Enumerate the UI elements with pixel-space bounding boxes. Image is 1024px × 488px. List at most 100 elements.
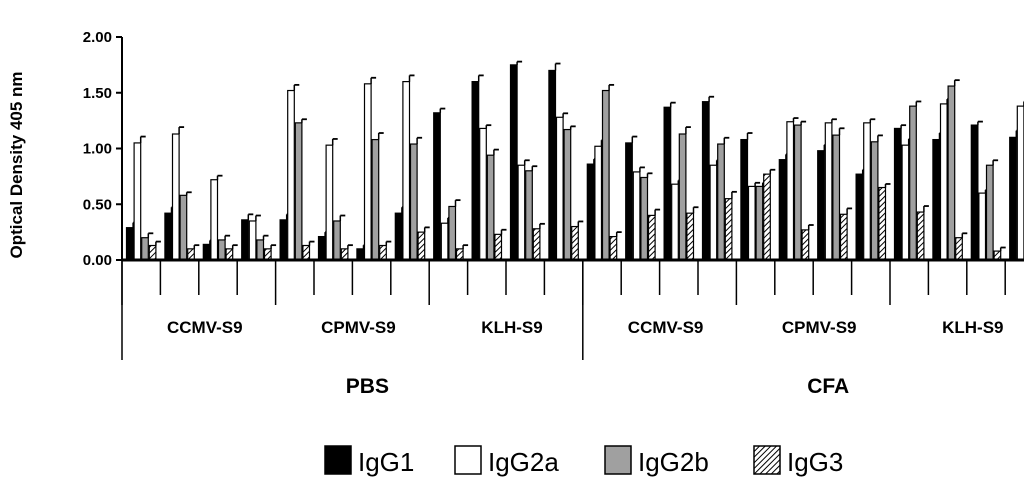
y-tick-label: 1.50 bbox=[83, 85, 112, 102]
bar-igg1 bbox=[970, 124, 979, 261]
bar-igg3 bbox=[955, 237, 963, 261]
legend-swatch-igg2b bbox=[604, 445, 632, 475]
y-tick-label: 1.00 bbox=[83, 141, 112, 158]
bar-igg1 bbox=[279, 219, 288, 261]
bar-igg3 bbox=[417, 231, 426, 261]
bar-igg3 bbox=[187, 248, 195, 261]
bar-igg2a bbox=[440, 222, 449, 261]
bar-igg1 bbox=[164, 212, 173, 261]
bar-igg2b bbox=[832, 134, 841, 261]
group-label: CPMV-S9 bbox=[321, 318, 396, 337]
bar-igg3 bbox=[801, 229, 810, 261]
bar-igg2a bbox=[171, 133, 180, 261]
bar-igg2b bbox=[333, 220, 341, 261]
bar-igg2b bbox=[755, 185, 764, 261]
y-axis: 0.00 0.50 1.00 1.50 2.00 bbox=[83, 29, 123, 269]
bar-igg3 bbox=[379, 244, 387, 261]
bar-igg1 bbox=[663, 106, 672, 261]
bar-igg2b bbox=[179, 194, 188, 261]
bar-igg2a bbox=[863, 122, 871, 261]
bar-igg2b bbox=[793, 124, 802, 261]
bar-igg3 bbox=[724, 198, 733, 261]
bar-igg3 bbox=[302, 244, 311, 261]
bar-igg1 bbox=[701, 101, 710, 261]
bar-igg2b bbox=[217, 239, 226, 261]
bar-igg2a bbox=[1016, 105, 1024, 261]
bar-igg2b bbox=[563, 128, 572, 261]
bar-igg2a bbox=[479, 127, 487, 261]
group-label: KLH-S9 bbox=[481, 318, 542, 337]
bar-igg1 bbox=[778, 159, 787, 261]
bar-igg2a bbox=[747, 185, 756, 261]
bar-igg2b bbox=[525, 170, 533, 261]
bar-igg2b bbox=[985, 164, 994, 261]
y-tick-label: 2.00 bbox=[83, 29, 112, 46]
bar-igg1 bbox=[471, 80, 480, 261]
bar-igg2a bbox=[632, 171, 641, 261]
bar-igg2b bbox=[448, 205, 457, 261]
bar-igg2a bbox=[901, 144, 910, 261]
bars bbox=[125, 60, 1024, 261]
adjuvant-label: CFA bbox=[807, 375, 849, 398]
bar-igg2b bbox=[909, 105, 917, 261]
bar-igg3 bbox=[686, 212, 695, 261]
bar-igg1 bbox=[394, 212, 403, 261]
legend-label: IgG3 bbox=[787, 447, 843, 477]
bar-igg1 bbox=[356, 248, 365, 261]
bar-igg1 bbox=[241, 219, 249, 261]
bar-igg2b bbox=[256, 239, 265, 261]
bar-igg2b bbox=[947, 85, 956, 261]
bar-igg2a bbox=[325, 144, 334, 261]
group-label: CCMV-S9 bbox=[167, 318, 243, 337]
bar-igg3 bbox=[263, 248, 272, 261]
bar-igg2b bbox=[371, 138, 380, 261]
legend-label: IgG2b bbox=[638, 447, 709, 477]
bar-igg2a bbox=[978, 192, 987, 261]
legend-swatch-igg2a bbox=[454, 445, 482, 475]
bar-igg3 bbox=[225, 248, 234, 261]
adjuvant-label: PBS bbox=[346, 375, 389, 398]
bar-igg3 bbox=[647, 214, 656, 261]
bar-igg1 bbox=[893, 127, 902, 261]
bar-igg2a bbox=[555, 116, 564, 261]
y-tick-label: 0.00 bbox=[83, 252, 112, 269]
bar-igg2b bbox=[601, 89, 610, 261]
bar-igg2b bbox=[870, 141, 879, 261]
bar-igg1 bbox=[433, 112, 441, 261]
legend: IgG1 IgG2a IgG2b IgG3 bbox=[324, 445, 843, 477]
bar-igg1 bbox=[625, 142, 633, 261]
bar-igg1 bbox=[932, 138, 941, 261]
group-label: KLH-S9 bbox=[942, 318, 1003, 337]
bar-igg1 bbox=[855, 173, 864, 261]
bar-igg3 bbox=[916, 211, 925, 261]
bar-igg3 bbox=[878, 186, 887, 261]
bar-igg2b bbox=[294, 122, 303, 261]
bar-igg2b bbox=[409, 143, 418, 261]
bar-igg1 bbox=[740, 138, 749, 261]
legend-swatch-igg3 bbox=[753, 445, 781, 475]
bar-igg3 bbox=[609, 235, 618, 261]
y-axis-label: Optical Density 405 nm bbox=[7, 71, 26, 258]
bar-igg2a bbox=[939, 103, 948, 261]
bar-igg2a bbox=[287, 89, 295, 261]
bar-igg1 bbox=[317, 235, 326, 261]
bar-igg2a bbox=[402, 80, 411, 261]
bar-igg2a bbox=[517, 164, 526, 261]
bar-igg2a bbox=[594, 145, 603, 261]
bar-igg1 bbox=[817, 150, 825, 261]
bar-igg2a bbox=[786, 121, 795, 261]
bar-igg3 bbox=[340, 248, 349, 261]
bar-igg1 bbox=[125, 227, 134, 261]
bar-igg1 bbox=[509, 64, 518, 261]
bar-igg3 bbox=[494, 233, 503, 261]
legend-swatch-igg1 bbox=[324, 445, 352, 475]
bar-igg2a bbox=[133, 142, 142, 261]
bar-igg2a bbox=[671, 183, 679, 261]
bar-igg3 bbox=[148, 244, 157, 261]
x-axis: CCMV-S9 CPMV-S9 KLH-S9 CCMV-S9 CPMV-S9 KLH-S9… bbox=[121, 258, 1024, 398]
bar-igg2b bbox=[717, 143, 725, 261]
bar-igg2a bbox=[210, 179, 219, 261]
bar-igg2b bbox=[141, 237, 149, 261]
group-label: CPMV-S9 bbox=[782, 318, 857, 337]
